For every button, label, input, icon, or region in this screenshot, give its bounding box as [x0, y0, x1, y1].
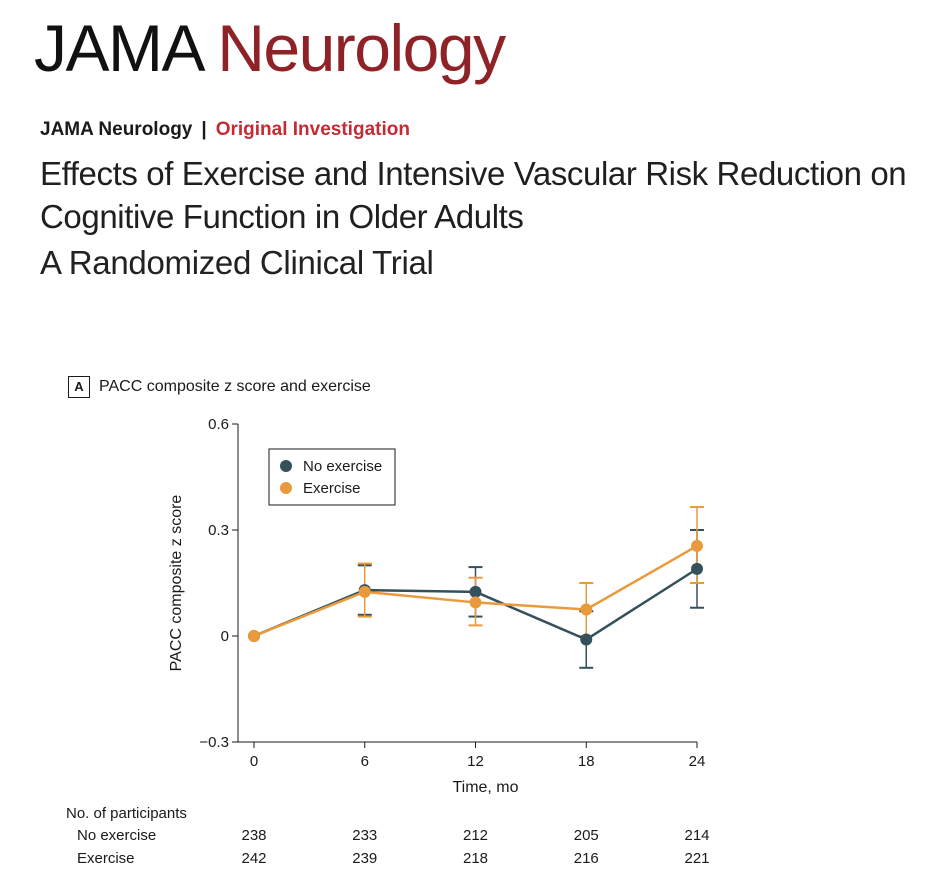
legend-label-no-exercise: No exercise — [303, 458, 382, 475]
exercise-data-point — [469, 596, 482, 609]
legend-label-exercise: Exercise — [303, 480, 361, 497]
panel-letter: A — [68, 376, 90, 398]
brand-jama: JAMA — [34, 11, 202, 85]
participant-count-exercise: 216 — [574, 850, 599, 867]
no-exercise-data-point — [691, 562, 703, 575]
participants-row-label-exercise: Exercise — [77, 850, 135, 867]
article-kicker: JAMA Neurology | Original Investigation — [40, 119, 410, 141]
no-exercise-data-point — [469, 585, 482, 598]
y-tick-label: 0 — [221, 628, 229, 645]
participant-count-exercise: 239 — [352, 850, 377, 867]
participant-count-exercise: 221 — [684, 850, 709, 867]
y-tick-label: 0.6 — [208, 416, 229, 433]
y-axis-title: PACC composite z score — [168, 495, 185, 672]
x-tick-label: 0 — [250, 753, 258, 770]
participants-header: No. of participants — [66, 805, 187, 822]
legend-marker-no-exercise — [280, 460, 292, 472]
article-subtitle: A Randomized Clinical Trial — [40, 244, 434, 281]
exercise-data-point — [691, 539, 703, 552]
participant-count-exercise: 242 — [241, 850, 266, 867]
x-tick-label: 24 — [689, 753, 706, 770]
participant-count-no-exercise: 238 — [241, 827, 266, 844]
legend-marker-exercise — [280, 482, 292, 494]
participant-count-no-exercise: 214 — [684, 827, 709, 844]
panel-title: PACC composite z score and exercise — [99, 378, 371, 395]
legend-box — [268, 448, 396, 506]
exercise-data-point — [580, 603, 593, 616]
x-tick-label: 12 — [467, 753, 484, 770]
kicker-separator: | — [201, 119, 207, 140]
y-tick-label: 0.3 — [208, 522, 229, 539]
x-axis-title: Time, mo — [452, 779, 518, 796]
y-tick-label: −0.3 — [199, 734, 229, 751]
participant-count-no-exercise: 233 — [352, 827, 377, 844]
exercise-data-point — [248, 630, 260, 642]
journal-name[interactable]: JAMA Neurology — [40, 119, 193, 140]
participant-count-exercise: 218 — [463, 850, 488, 867]
participant-count-no-exercise: 205 — [574, 827, 599, 844]
exercise-data-point — [358, 585, 371, 598]
participants-row-label-no-exercise: No exercise — [77, 827, 156, 844]
brand-neurology: Neurology — [217, 11, 506, 85]
x-tick-label: 6 — [361, 753, 369, 770]
no-exercise-data-point — [580, 633, 593, 646]
x-tick-label: 18 — [578, 753, 595, 770]
participant-count-no-exercise: 212 — [463, 827, 488, 844]
article-title: Effects of Exercise and Intensive Vascul… — [40, 155, 907, 235]
article-type[interactable]: Original Investigation — [215, 119, 410, 140]
journal-brand-logo: JAMA Neurology — [34, 10, 506, 86]
panel-label: A PACC composite z score and exercise — [68, 376, 371, 398]
